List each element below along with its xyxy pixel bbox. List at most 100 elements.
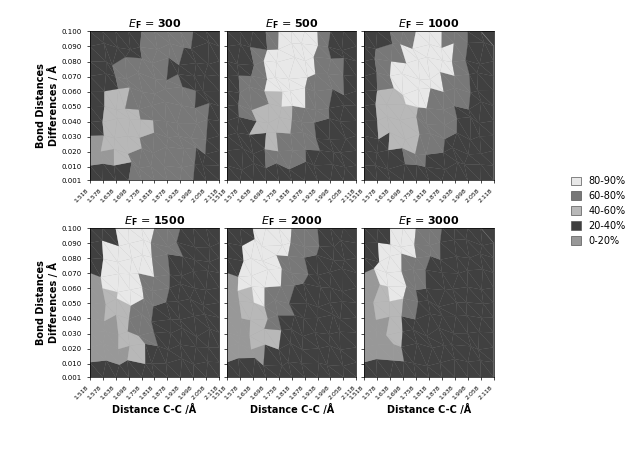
Polygon shape bbox=[275, 78, 290, 91]
Polygon shape bbox=[153, 120, 168, 138]
Polygon shape bbox=[138, 273, 154, 291]
Polygon shape bbox=[329, 139, 340, 152]
Polygon shape bbox=[402, 63, 419, 79]
Polygon shape bbox=[374, 285, 390, 303]
Polygon shape bbox=[378, 121, 390, 139]
Polygon shape bbox=[376, 317, 390, 335]
Polygon shape bbox=[276, 163, 292, 180]
X-axis label: Distance C-C /Å: Distance C-C /Å bbox=[387, 404, 471, 415]
Polygon shape bbox=[104, 91, 117, 110]
Polygon shape bbox=[442, 273, 453, 290]
Polygon shape bbox=[276, 255, 292, 273]
Polygon shape bbox=[178, 299, 194, 316]
Polygon shape bbox=[151, 306, 171, 322]
Polygon shape bbox=[458, 270, 468, 287]
Polygon shape bbox=[262, 255, 282, 269]
Polygon shape bbox=[142, 287, 153, 306]
Polygon shape bbox=[454, 43, 468, 60]
Polygon shape bbox=[376, 104, 387, 116]
Polygon shape bbox=[430, 79, 444, 92]
Polygon shape bbox=[430, 314, 442, 328]
Polygon shape bbox=[413, 319, 427, 336]
Polygon shape bbox=[388, 286, 406, 299]
Polygon shape bbox=[153, 302, 171, 319]
Polygon shape bbox=[191, 31, 209, 48]
Polygon shape bbox=[401, 245, 416, 258]
Polygon shape bbox=[390, 299, 403, 316]
Polygon shape bbox=[115, 365, 129, 377]
Polygon shape bbox=[445, 125, 457, 139]
Polygon shape bbox=[266, 31, 278, 50]
Polygon shape bbox=[426, 108, 445, 125]
Polygon shape bbox=[151, 228, 168, 247]
Polygon shape bbox=[227, 358, 240, 377]
Polygon shape bbox=[303, 132, 320, 150]
Polygon shape bbox=[439, 328, 451, 345]
Polygon shape bbox=[101, 151, 114, 165]
Polygon shape bbox=[152, 346, 166, 363]
Polygon shape bbox=[364, 165, 377, 180]
Polygon shape bbox=[305, 61, 315, 77]
Polygon shape bbox=[376, 330, 394, 344]
Polygon shape bbox=[288, 77, 308, 88]
Polygon shape bbox=[90, 361, 106, 377]
Polygon shape bbox=[104, 315, 119, 335]
Polygon shape bbox=[276, 255, 292, 273]
Polygon shape bbox=[242, 318, 250, 336]
Polygon shape bbox=[249, 320, 264, 336]
Polygon shape bbox=[278, 150, 292, 169]
Polygon shape bbox=[210, 329, 219, 348]
Polygon shape bbox=[290, 228, 304, 247]
Polygon shape bbox=[425, 154, 445, 169]
Polygon shape bbox=[430, 242, 440, 260]
Polygon shape bbox=[130, 47, 142, 58]
Polygon shape bbox=[129, 162, 142, 180]
Polygon shape bbox=[166, 301, 180, 320]
Polygon shape bbox=[210, 103, 219, 121]
Polygon shape bbox=[402, 299, 415, 319]
Polygon shape bbox=[426, 256, 442, 273]
Polygon shape bbox=[454, 359, 468, 377]
Polygon shape bbox=[262, 246, 276, 261]
Polygon shape bbox=[301, 31, 318, 45]
Polygon shape bbox=[181, 276, 194, 288]
Polygon shape bbox=[252, 286, 265, 307]
Polygon shape bbox=[469, 93, 481, 110]
Polygon shape bbox=[318, 303, 333, 315]
Polygon shape bbox=[166, 363, 180, 377]
Polygon shape bbox=[208, 362, 219, 377]
Polygon shape bbox=[253, 228, 266, 246]
Polygon shape bbox=[317, 255, 333, 272]
Title: $\mathit{E}_{\mathbf{F}}$ = $\mathbf{3000}$: $\mathit{E}_{\mathbf{F}}$ = $\mathbf{300… bbox=[398, 214, 460, 228]
Polygon shape bbox=[288, 256, 308, 274]
Polygon shape bbox=[227, 228, 242, 246]
Polygon shape bbox=[195, 165, 206, 180]
Polygon shape bbox=[429, 228, 442, 242]
Polygon shape bbox=[119, 349, 128, 365]
Polygon shape bbox=[374, 262, 387, 273]
Polygon shape bbox=[265, 133, 278, 151]
Polygon shape bbox=[468, 287, 483, 304]
Polygon shape bbox=[116, 299, 129, 319]
Polygon shape bbox=[305, 57, 315, 74]
Polygon shape bbox=[163, 147, 181, 167]
Polygon shape bbox=[114, 149, 131, 165]
Polygon shape bbox=[142, 314, 154, 332]
Polygon shape bbox=[376, 165, 390, 180]
Polygon shape bbox=[142, 255, 154, 277]
Polygon shape bbox=[313, 165, 331, 180]
Polygon shape bbox=[439, 328, 453, 345]
Polygon shape bbox=[427, 348, 440, 366]
Polygon shape bbox=[114, 162, 131, 180]
Polygon shape bbox=[206, 228, 219, 247]
Polygon shape bbox=[144, 299, 153, 322]
Polygon shape bbox=[364, 317, 376, 332]
Polygon shape bbox=[378, 116, 390, 132]
Polygon shape bbox=[427, 328, 444, 345]
Polygon shape bbox=[303, 318, 315, 336]
Polygon shape bbox=[139, 92, 151, 110]
Polygon shape bbox=[414, 245, 431, 258]
Polygon shape bbox=[227, 332, 240, 343]
Polygon shape bbox=[319, 348, 327, 365]
Polygon shape bbox=[390, 254, 402, 272]
